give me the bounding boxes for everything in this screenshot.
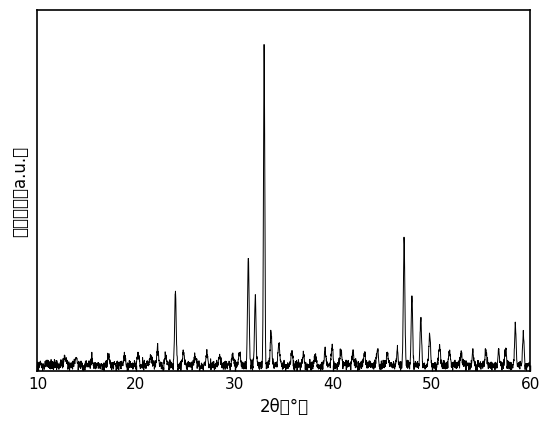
X-axis label: 2θ（°）: 2θ（°） [260, 397, 309, 415]
Y-axis label: 相对强度（a.u.）: 相对强度（a.u.） [11, 146, 29, 237]
